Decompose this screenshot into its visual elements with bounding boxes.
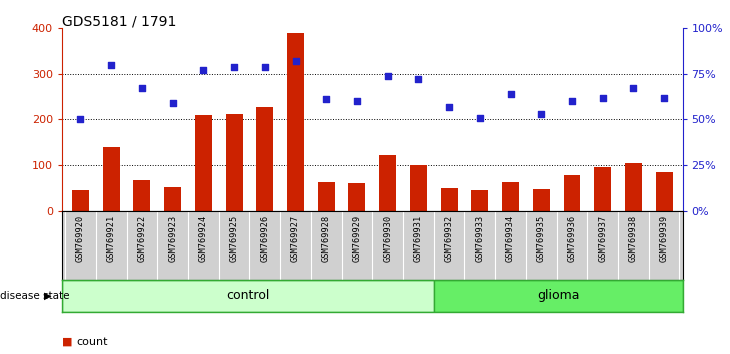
Text: GSM769938: GSM769938 [629,215,638,262]
Point [198,67,210,73]
Bar [72,190,89,211]
Text: GSM769927: GSM769927 [291,215,300,262]
Bar [164,187,181,211]
Text: GSM769924: GSM769924 [199,215,208,262]
Point [228,64,240,69]
Point [320,97,332,102]
Bar [256,107,273,211]
Bar [472,190,488,211]
Bar [62,280,434,312]
Point [290,58,301,64]
Bar [594,167,611,211]
Point [382,73,393,79]
Bar [564,175,580,211]
Text: GSM769928: GSM769928 [322,215,331,262]
Text: GSM769921: GSM769921 [107,215,115,262]
Text: ■: ■ [62,337,72,347]
Bar [348,183,366,211]
Bar [379,155,396,211]
Point [628,86,639,91]
Text: GSM769926: GSM769926 [261,215,269,262]
Text: GSM769939: GSM769939 [660,215,669,262]
Bar [410,165,427,211]
Bar [434,280,683,312]
Bar [195,115,212,211]
Point [658,95,670,101]
Point [105,62,117,68]
Text: GSM769937: GSM769937 [598,215,607,262]
Point [443,104,455,109]
Text: GSM769920: GSM769920 [76,215,85,262]
Text: glioma: glioma [537,289,580,302]
Text: ▶: ▶ [44,291,51,301]
Bar [318,182,334,211]
Text: GSM769925: GSM769925 [229,215,239,262]
Point [351,98,363,104]
Point [535,111,547,117]
Point [259,64,271,69]
Text: GSM769932: GSM769932 [445,215,453,262]
Text: GSM769935: GSM769935 [537,215,546,262]
Text: GSM769934: GSM769934 [506,215,515,262]
Bar [226,114,242,211]
Text: GSM769929: GSM769929 [353,215,361,262]
Bar [441,188,458,211]
Point [566,98,578,104]
Text: GSM769931: GSM769931 [414,215,423,262]
Point [597,95,609,101]
Text: control: control [226,289,270,302]
Point [136,86,147,91]
Text: GSM769923: GSM769923 [168,215,177,262]
Point [74,117,86,122]
Bar [656,172,672,211]
Text: GSM769933: GSM769933 [475,215,484,262]
Point [412,76,424,82]
Text: disease state: disease state [0,291,69,301]
Bar [134,179,150,211]
Text: GDS5181 / 1791: GDS5181 / 1791 [62,14,177,28]
Bar [103,147,120,211]
Bar [502,182,519,211]
Bar [625,163,642,211]
Point [474,115,485,120]
Text: GSM769930: GSM769930 [383,215,392,262]
Point [166,100,178,106]
Text: GSM769936: GSM769936 [567,215,577,262]
Point [504,91,516,97]
Text: GSM769922: GSM769922 [137,215,147,262]
Text: count: count [77,337,108,347]
Bar [287,33,304,211]
Bar [533,189,550,211]
